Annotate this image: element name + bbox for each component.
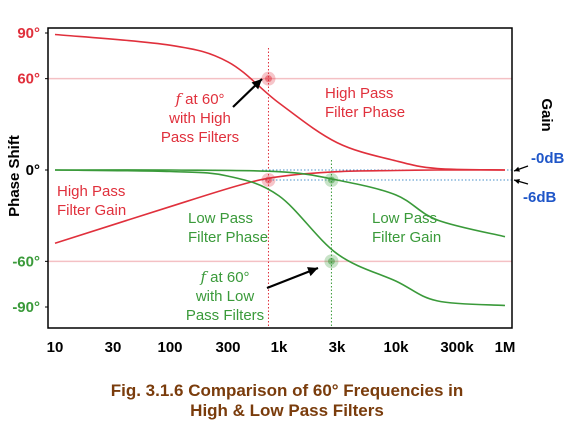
y-tick-label-phase: -90° xyxy=(12,299,40,316)
hp-60-pointer-arrow-head xyxy=(251,79,262,90)
hp-phase-annotation-line-2: Filter Phase xyxy=(325,104,405,121)
low-pass-phase-curve xyxy=(54,169,506,307)
x-tick-label-1k: 1k xyxy=(271,339,288,356)
lp-gain-6db-marker-core xyxy=(327,176,335,184)
plot-frame xyxy=(47,27,513,329)
hp-phase-60-marker-core xyxy=(264,75,272,83)
high-pass-gain-curve xyxy=(54,169,506,245)
hp-gain-6db-marker-core xyxy=(264,176,272,184)
x-tick-label-300k: 300k xyxy=(440,339,474,356)
x-tick-label-10k: 10k xyxy=(383,339,409,356)
y-tick-label-phase: 60° xyxy=(17,71,40,88)
y-tick-label-gain: -6dB xyxy=(523,189,557,206)
minus-6db-arrow-head xyxy=(514,178,520,184)
x-tick-label-3k: 3k xyxy=(329,339,346,356)
hp-60-annotation-heading: f at 60° xyxy=(174,90,224,108)
low-pass-gain-curve xyxy=(54,169,506,238)
lp-60-annotation-line-2: Pass Filters xyxy=(186,307,264,324)
lp-phase-annotation-line-1: Low Pass xyxy=(188,210,253,227)
y-tick-label-phase: -60° xyxy=(12,253,40,270)
figure-caption-line-2: High & Low Pass Filters xyxy=(190,401,384,420)
hp-gain-annotation-line-1: High Pass xyxy=(57,183,125,200)
x-tick-label-30: 30 xyxy=(105,339,122,356)
high-pass-phase-curve xyxy=(54,33,506,171)
lp-60-annotation-at-60: at 60° xyxy=(206,269,250,286)
figure-caption-line-1: Fig. 3.1.6 Comparison of 60° Frequencies… xyxy=(111,381,464,400)
hp-60-annotation-at-60: at 60° xyxy=(181,91,225,108)
x-tick-label-100: 100 xyxy=(157,339,182,356)
y-axis-title-phase: Phase Shift xyxy=(6,135,23,217)
lp-60-annotation-f-symbol: f xyxy=(199,268,208,286)
zero-db-arrow-head xyxy=(514,166,520,172)
y-tick-label-gain: -0dB xyxy=(531,150,565,167)
x-tick-label-300: 300 xyxy=(215,339,240,356)
hp-gain-annotation-line-2: Filter Gain xyxy=(57,202,126,219)
y-tick-label-phase: 90° xyxy=(17,25,40,42)
y-tick-label-phase: 0° xyxy=(26,162,40,179)
hp-60-annotation-line-1: with High xyxy=(168,110,231,127)
lp-phase-60-marker-core xyxy=(327,257,335,265)
lp-phase-annotation-line-2: Filter Phase xyxy=(188,229,268,246)
lp-60-annotation-line-1: with Low xyxy=(195,288,255,305)
hp-60-annotation-line-2: Pass Filters xyxy=(161,129,239,146)
x-tick-label-1M: 1M xyxy=(495,339,516,356)
lp-gain-annotation-line-2: Filter Gain xyxy=(372,229,441,246)
x-tick-label-10: 10 xyxy=(47,339,64,356)
hp-phase-annotation-line-1: High Pass xyxy=(325,85,393,102)
lp-gain-annotation-line-1: Low Pass xyxy=(372,210,437,227)
lp-60-annotation-heading: f at 60° xyxy=(199,268,249,286)
lp-60-pointer-arrow-head xyxy=(307,267,318,277)
y-axis-title-gain: Gain xyxy=(538,98,555,131)
hp-60-annotation-f-symbol: f xyxy=(174,90,183,108)
